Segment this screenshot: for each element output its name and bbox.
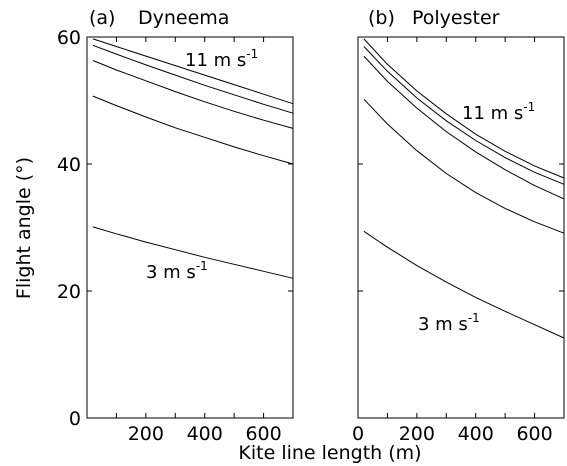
panel-label-dyneema: (a) [89, 7, 115, 29]
panel-title-polyester: Polyester [412, 7, 500, 29]
series-line-dyneema-2 [92, 44, 294, 114]
annotation-text: 11 m s [462, 103, 523, 124]
annotation-sup: -1 [246, 47, 258, 61]
series-line-dyneema-4 [92, 95, 294, 165]
annotation-11ms-dyneema: 11 m s-1 [185, 47, 258, 71]
series-line-polyester-3 [363, 55, 565, 200]
y-tick-label: 20 [57, 281, 81, 303]
x-axis-title: Kite line length (m) [238, 442, 421, 464]
annotation-sup: -1 [523, 100, 535, 114]
x-tick-label: 200 [128, 423, 164, 445]
panel-label-polyester: (b) [368, 7, 395, 29]
panel-title-dyneema: Dyneema [138, 7, 229, 29]
series-line-dyneema-3 [92, 60, 294, 129]
series-line-polyester-2 [363, 46, 565, 185]
y-tick-label: 0 [69, 408, 81, 430]
plot-frame-dyneema [86, 36, 294, 419]
series-line-polyester-1 [363, 38, 565, 179]
x-tick-label: 600 [516, 423, 552, 445]
x-tick-label: 600 [245, 423, 281, 445]
y-tick-label: 40 [57, 154, 81, 176]
annotation-3ms-dyneema: 3 m s-1 [146, 259, 208, 283]
axis-ticks-dyneema: 0 20 40 60 200 400 600 [57, 27, 293, 445]
x-tick-label: 200 [399, 423, 435, 445]
panel-polyester: 0 200 400 600 (b) Polyester 11 m s-1 3 m s-… [352, 7, 565, 445]
series-line-dyneema-5 [92, 226, 294, 279]
series-group-polyester [363, 38, 565, 339]
annotation-text: 3 m s [146, 262, 196, 283]
series-line-dyneema-1 [92, 38, 294, 105]
series-line-polyester-5 [363, 230, 565, 339]
annotation-sup: -1 [196, 259, 208, 273]
y-tick-label: 60 [57, 27, 81, 49]
plot-frame-polyester [357, 36, 565, 419]
annotation-11ms-polyester: 11 m s-1 [462, 100, 535, 124]
annotation-text: 3 m s [418, 314, 468, 335]
series-line-polyester-4 [363, 98, 565, 234]
annotation-sup: -1 [468, 311, 480, 325]
annotation-3ms-polyester: 3 m s-1 [418, 311, 480, 335]
series-group-dyneema [92, 38, 294, 279]
x-tick-label: 400 [458, 423, 494, 445]
x-tick-label: 0 [352, 423, 364, 445]
x-tick-label: 400 [187, 423, 223, 445]
y-axis-title: Flight angle (°) [13, 157, 35, 299]
axis-ticks-polyester: 0 200 400 600 [352, 36, 564, 445]
annotation-text: 11 m s [185, 50, 246, 71]
